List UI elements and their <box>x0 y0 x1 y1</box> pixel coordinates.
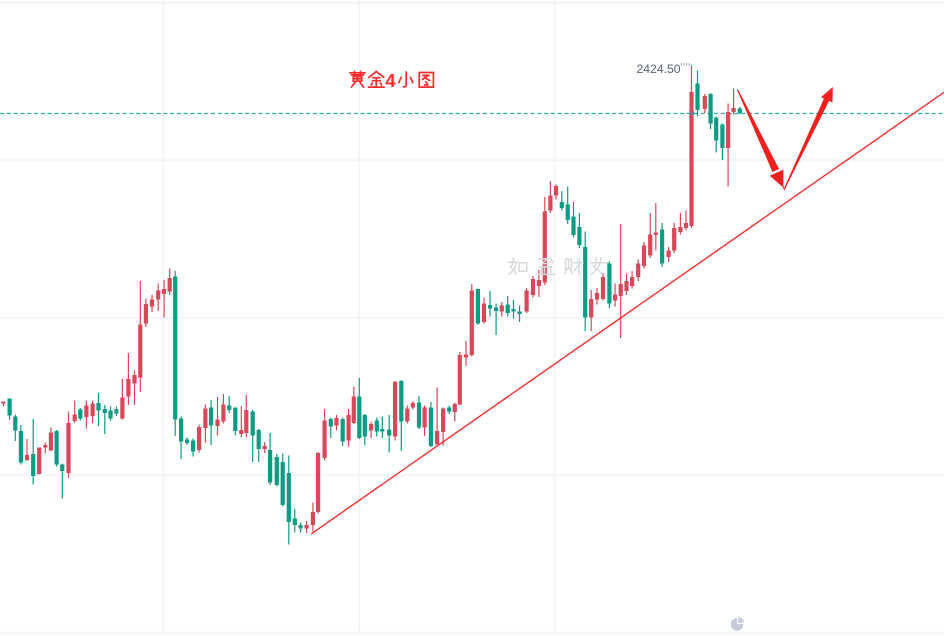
svg-text:2424.50: 2424.50 <box>637 62 681 76</box>
svg-text:4: 4 <box>385 70 396 91</box>
